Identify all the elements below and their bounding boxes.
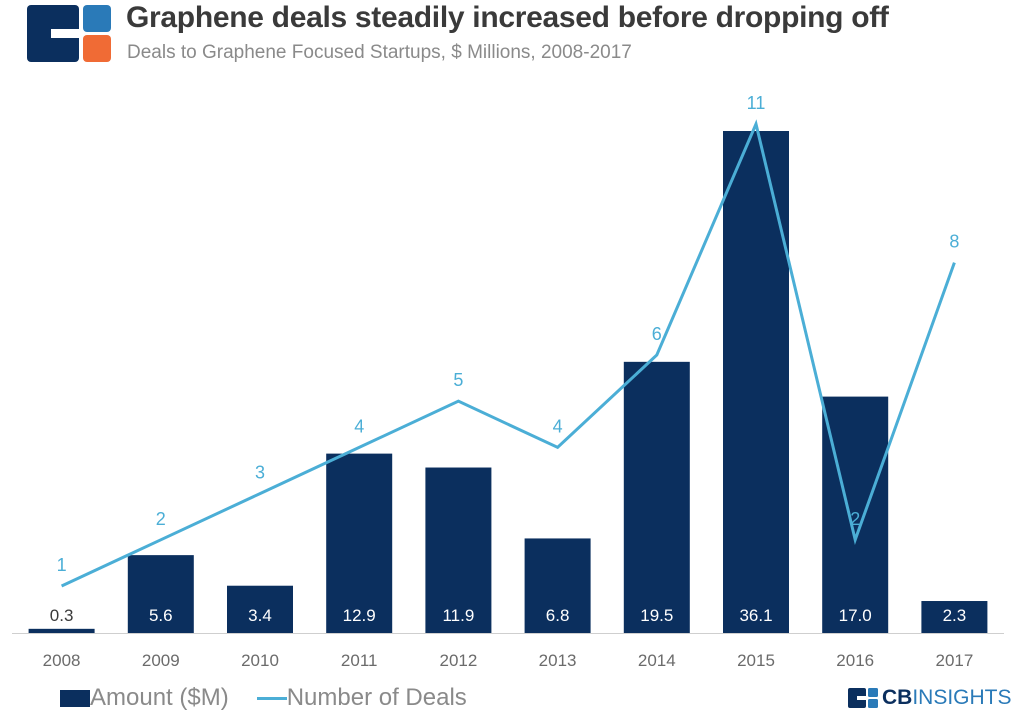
deals-label-2016: 2 [850, 509, 860, 529]
x-tick-label-2008: 2008 [43, 651, 81, 670]
bar-value-label-2009: 5.6 [149, 606, 173, 625]
x-tick-label-2010: 2010 [241, 651, 279, 670]
deals-label-2014: 6 [652, 324, 662, 344]
deals-label-2008: 1 [57, 555, 67, 575]
chart-title: Graphene deals steadily increased before… [126, 1, 889, 34]
x-tick-label-2015: 2015 [737, 651, 775, 670]
bar-value-label-2011: 12.9 [343, 606, 376, 625]
chart-subtitle: Deals to Graphene Focused Startups, $ Mi… [127, 42, 632, 63]
logo-top-right-block [83, 5, 111, 32]
x-tick-label-2009: 2009 [142, 651, 180, 670]
bar-value-label-2015: 36.1 [739, 606, 772, 625]
x-tick-label-2013: 2013 [539, 651, 577, 670]
deals-label-2011: 4 [354, 416, 364, 436]
brand-wordmark: CB INSIGHTS [848, 686, 1012, 710]
bar-value-label-2013: 6.8 [546, 606, 570, 625]
brand-prefix: CB [882, 686, 913, 709]
deals-label-2015: 11 [747, 93, 766, 113]
cb-insights-logo-icon [27, 5, 111, 62]
deals-label-2012: 5 [453, 370, 463, 390]
x-tick-label-2012: 2012 [439, 651, 477, 670]
deals-label-2017: 8 [949, 232, 959, 252]
bar-value-label-2017: 2.3 [943, 606, 967, 625]
bar-value-label-2016: 17.0 [839, 606, 872, 625]
deals-label-2013: 4 [553, 416, 563, 436]
bar-value-label-2010: 3.4 [248, 606, 272, 625]
deals-label-2010: 3 [255, 463, 265, 483]
legend-line-swatch [256, 696, 287, 700]
brand-logo-icon [848, 688, 878, 708]
bar-2011 [326, 453, 393, 633]
logo-bottom-right-block [83, 35, 111, 62]
bar-value-label-2014: 19.5 [640, 606, 673, 625]
bar-2016 [822, 396, 889, 633]
bar-2015 [723, 131, 789, 633]
bar-value-label-2008: 0.3 [50, 606, 74, 625]
x-tick-label-2014: 2014 [638, 651, 676, 670]
deals-label-2009: 2 [156, 509, 166, 529]
brand-suffix: INSIGHTS [912, 686, 1012, 709]
bar-2017 [921, 601, 988, 633]
deals-line [60, 119, 956, 588]
bar-2010 [227, 585, 293, 633]
bar-2008 [28, 628, 95, 633]
bar-2013 [524, 538, 591, 633]
bar-2009 [127, 555, 194, 633]
logo-notch [51, 29, 81, 38]
x-tick-label-2017: 2017 [935, 651, 973, 670]
x-tick-label-2016: 2016 [836, 651, 874, 670]
legend-bar-swatch [60, 689, 90, 707]
bar-2012 [425, 467, 492, 633]
legend: Amount ($M) Number of Deals [60, 684, 467, 712]
bar-value-label-2012: 11.9 [442, 606, 474, 625]
legend-bar-label: Amount ($M) [90, 684, 229, 711]
x-tick-label-2011: 2011 [341, 651, 378, 670]
bar-2014 [623, 361, 690, 633]
legend-line-label: Number of Deals [286, 684, 467, 711]
